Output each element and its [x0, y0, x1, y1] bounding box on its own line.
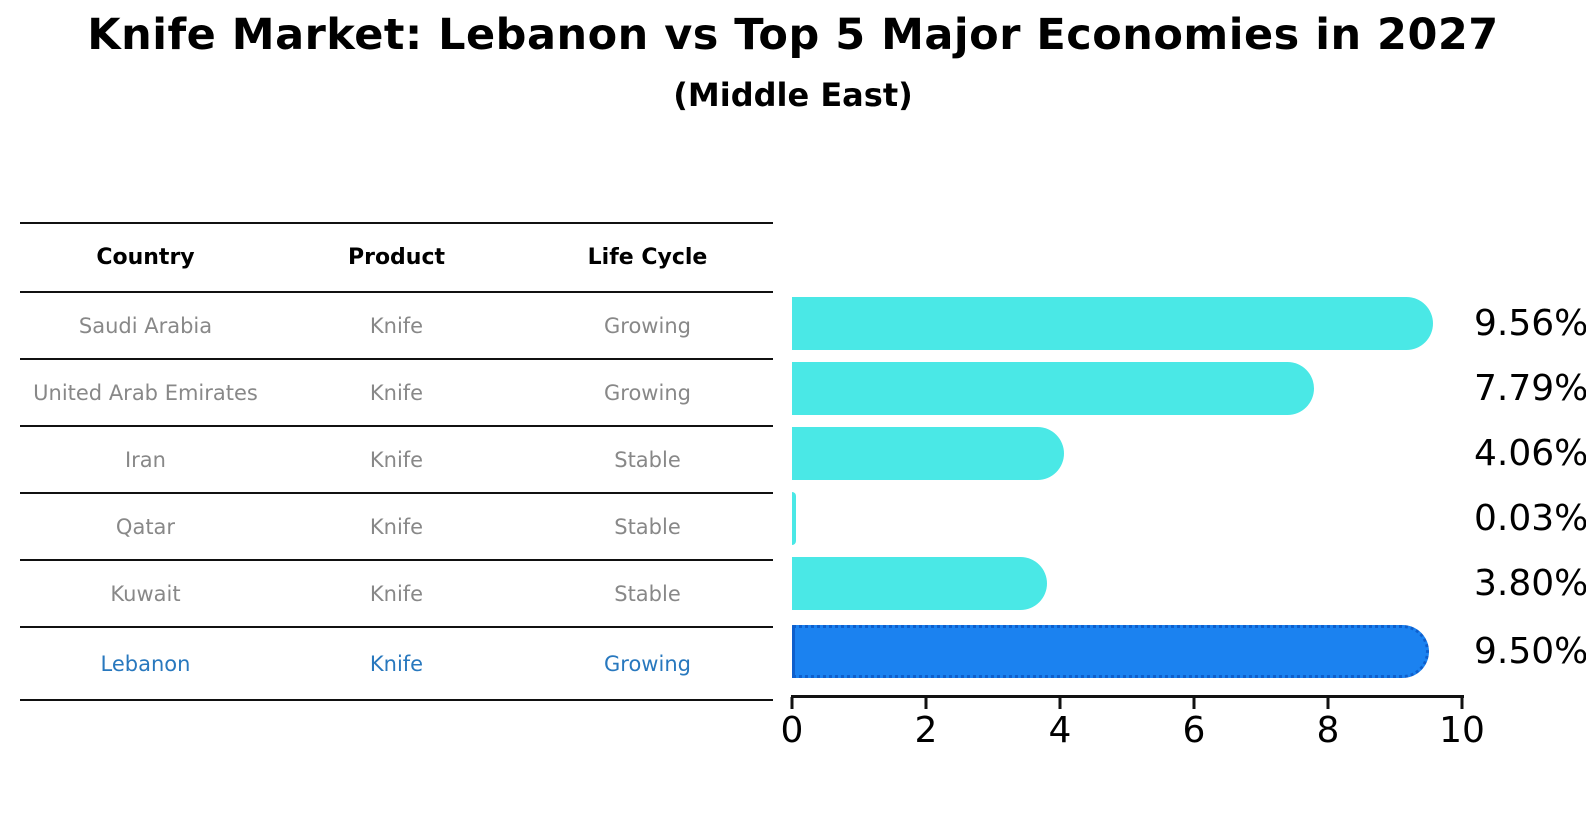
x-axis-tick-label: 2 [914, 710, 938, 751]
x-axis-tick-label: 8 [1316, 710, 1340, 751]
cell-country: Saudi Arabia [78, 313, 213, 338]
x-axis-tick [790, 697, 794, 709]
cell-lifecycle: Stable [614, 514, 681, 539]
bar-row-kuwait: 3.80% [792, 557, 1586, 610]
bar-row-uae: 7.79% [792, 362, 1586, 415]
x-axis-tick-label: 6 [1182, 710, 1206, 751]
cell-lifecycle: Stable [614, 581, 681, 606]
bar-value-label: 4.06% [1474, 433, 1586, 474]
cell-country: United Arab Emirates [33, 380, 258, 405]
table-row-uae: United Arab Emirates Knife Growing [20, 358, 773, 425]
x-axis-line [791, 695, 1464, 698]
country-table: Country Product Life Cycle Saudi Arabia … [20, 222, 773, 701]
bar-kuwait [792, 557, 1047, 610]
cell-lifecycle: Growing [604, 651, 691, 676]
cell-product: Knife [369, 313, 424, 338]
bar-value-label: 9.50% [1474, 631, 1586, 672]
x-axis-tick [1460, 697, 1464, 709]
bar-lebanon [792, 625, 1429, 678]
bar-qatar [792, 492, 796, 545]
cell-product: Knife [369, 514, 424, 539]
bar-saudi-arabia [792, 297, 1433, 350]
bar-chart: 9.56% 7.79% 4.06% 0.03% 3.80% 9.50% 0 [781, 290, 1586, 823]
page-subtitle: (Middle East) [673, 76, 913, 114]
x-axis-tick [1326, 697, 1330, 709]
bar-value-label: 7.79% [1474, 368, 1586, 409]
cell-country: Kuwait [110, 581, 181, 606]
bar-row-lebanon: 9.50% [792, 625, 1586, 678]
bar-row-qatar: 0.03% [792, 492, 1586, 545]
x-axis-tick-label: 10 [1439, 710, 1485, 751]
table-row-kuwait: Kuwait Knife Stable [20, 559, 773, 626]
bar-value-label: 9.56% [1474, 303, 1586, 344]
x-axis-tick-label: 0 [780, 710, 804, 751]
cell-country: Lebanon [100, 651, 191, 676]
cell-lifecycle: Growing [604, 313, 691, 338]
table-row-qatar: Qatar Knife Stable [20, 492, 773, 559]
table-header-row: Country Product Life Cycle [20, 222, 773, 291]
cell-country: Iran [124, 447, 166, 472]
bar-uae [792, 362, 1314, 415]
bar-value-label: 0.03% [1474, 498, 1586, 539]
x-axis-tick [924, 697, 928, 709]
cell-lifecycle: Stable [614, 447, 681, 472]
bar-value-label: 3.80% [1474, 563, 1586, 604]
cell-lifecycle: Growing [604, 380, 691, 405]
table-row-lebanon: Lebanon Knife Growing [20, 626, 773, 701]
page-title: Knife Market: Lebanon vs Top 5 Major Eco… [87, 10, 1499, 60]
column-header-country: Country [96, 245, 195, 270]
bar-row-iran: 4.06% [792, 427, 1586, 480]
table-row-iran: Iran Knife Stable [20, 425, 773, 492]
x-axis-tick [1192, 697, 1196, 709]
cell-product: Knife [369, 581, 424, 606]
x-axis-tick [1058, 697, 1062, 709]
bar-iran [792, 427, 1065, 480]
column-header-lifecycle: Life Cycle [587, 245, 708, 270]
bar-row-saudi-arabia: 9.56% [792, 297, 1586, 350]
x-axis-tick-label: 4 [1048, 710, 1072, 751]
cell-country: Qatar [115, 514, 176, 539]
cell-product: Knife [369, 651, 424, 676]
column-header-product: Product [347, 245, 446, 270]
cell-product: Knife [369, 447, 424, 472]
cell-product: Knife [369, 380, 424, 405]
table-row-saudi-arabia: Saudi Arabia Knife Growing [20, 291, 773, 358]
